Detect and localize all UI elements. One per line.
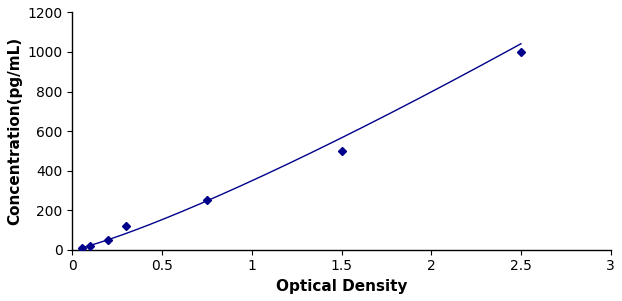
X-axis label: Optical Density: Optical Density <box>276 279 407 294</box>
Y-axis label: Concentration(pg/mL): Concentration(pg/mL) <box>7 37 22 225</box>
